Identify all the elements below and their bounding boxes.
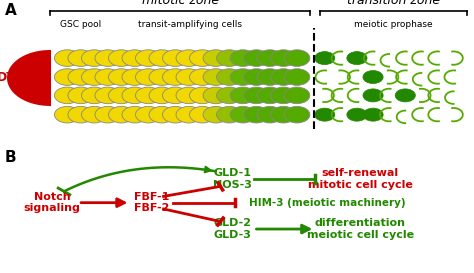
Ellipse shape	[82, 106, 107, 123]
Ellipse shape	[82, 69, 107, 85]
Ellipse shape	[136, 87, 161, 104]
Ellipse shape	[315, 52, 335, 65]
Ellipse shape	[315, 108, 335, 121]
Ellipse shape	[230, 87, 256, 104]
Ellipse shape	[190, 69, 215, 85]
Ellipse shape	[122, 69, 148, 85]
Ellipse shape	[257, 87, 283, 104]
Ellipse shape	[68, 87, 94, 104]
Ellipse shape	[149, 87, 175, 104]
Text: mitotic zone: mitotic zone	[142, 0, 219, 7]
Ellipse shape	[136, 50, 161, 66]
Ellipse shape	[271, 87, 296, 104]
Ellipse shape	[122, 106, 148, 123]
Text: DTC: DTC	[0, 72, 25, 84]
Ellipse shape	[203, 106, 229, 123]
Ellipse shape	[230, 50, 256, 66]
Ellipse shape	[55, 50, 80, 66]
Ellipse shape	[55, 106, 80, 123]
Ellipse shape	[284, 69, 310, 85]
Ellipse shape	[244, 87, 269, 104]
Ellipse shape	[347, 52, 367, 65]
Ellipse shape	[136, 106, 161, 123]
Text: GLD-2
GLD-3: GLD-2 GLD-3	[213, 218, 251, 240]
Ellipse shape	[109, 106, 134, 123]
Ellipse shape	[190, 50, 215, 66]
Wedge shape	[8, 51, 50, 105]
Ellipse shape	[257, 106, 283, 123]
Text: transit-amplifying cells: transit-amplifying cells	[137, 20, 242, 29]
Ellipse shape	[363, 108, 383, 121]
Ellipse shape	[203, 87, 229, 104]
Ellipse shape	[217, 106, 242, 123]
Ellipse shape	[203, 69, 229, 85]
Ellipse shape	[163, 50, 188, 66]
Ellipse shape	[95, 50, 121, 66]
Text: GLD-1
NOS-3: GLD-1 NOS-3	[213, 168, 252, 190]
Ellipse shape	[217, 87, 242, 104]
Text: meiotic prophase: meiotic prophase	[354, 20, 433, 29]
Text: GSC pool: GSC pool	[60, 20, 101, 29]
Ellipse shape	[149, 106, 175, 123]
Ellipse shape	[244, 50, 269, 66]
Ellipse shape	[55, 87, 80, 104]
Ellipse shape	[271, 50, 296, 66]
Ellipse shape	[109, 50, 134, 66]
Ellipse shape	[109, 69, 134, 85]
Text: B: B	[5, 150, 17, 165]
Text: transition zone: transition zone	[347, 0, 440, 7]
Ellipse shape	[95, 69, 121, 85]
Ellipse shape	[176, 87, 202, 104]
Ellipse shape	[109, 87, 134, 104]
Text: self-renewal
mitotic cell cycle: self-renewal mitotic cell cycle	[308, 168, 413, 190]
Ellipse shape	[190, 106, 215, 123]
Ellipse shape	[257, 50, 283, 66]
Ellipse shape	[217, 50, 242, 66]
Ellipse shape	[257, 69, 283, 85]
Ellipse shape	[230, 106, 256, 123]
Ellipse shape	[230, 69, 256, 85]
Ellipse shape	[122, 87, 148, 104]
Ellipse shape	[82, 50, 107, 66]
Ellipse shape	[163, 87, 188, 104]
Ellipse shape	[284, 87, 310, 104]
Ellipse shape	[82, 87, 107, 104]
Ellipse shape	[347, 108, 367, 121]
Ellipse shape	[244, 106, 269, 123]
Ellipse shape	[68, 69, 94, 85]
Ellipse shape	[363, 89, 383, 102]
Text: differentiation
meiotic cell cycle: differentiation meiotic cell cycle	[307, 218, 414, 240]
Ellipse shape	[284, 50, 310, 66]
Ellipse shape	[95, 106, 121, 123]
Ellipse shape	[55, 69, 80, 85]
Ellipse shape	[271, 106, 296, 123]
Ellipse shape	[217, 69, 242, 85]
Ellipse shape	[284, 106, 310, 123]
Ellipse shape	[136, 69, 161, 85]
Text: A: A	[5, 3, 17, 18]
Text: HIM-3 (meiotic machinery): HIM-3 (meiotic machinery)	[249, 198, 405, 208]
Ellipse shape	[395, 89, 415, 102]
Ellipse shape	[176, 106, 202, 123]
Ellipse shape	[176, 50, 202, 66]
Ellipse shape	[363, 70, 383, 84]
Ellipse shape	[203, 50, 229, 66]
Ellipse shape	[163, 106, 188, 123]
Ellipse shape	[163, 69, 188, 85]
Text: Notch
signaling: Notch signaling	[24, 192, 81, 213]
Text: FBF-1
FBF-2: FBF-1 FBF-2	[134, 192, 169, 213]
Ellipse shape	[68, 106, 94, 123]
Ellipse shape	[271, 69, 296, 85]
Ellipse shape	[95, 87, 121, 104]
Ellipse shape	[244, 69, 269, 85]
Ellipse shape	[149, 50, 175, 66]
Ellipse shape	[149, 69, 175, 85]
Ellipse shape	[122, 50, 148, 66]
Ellipse shape	[68, 50, 94, 66]
Ellipse shape	[176, 69, 202, 85]
Ellipse shape	[190, 87, 215, 104]
